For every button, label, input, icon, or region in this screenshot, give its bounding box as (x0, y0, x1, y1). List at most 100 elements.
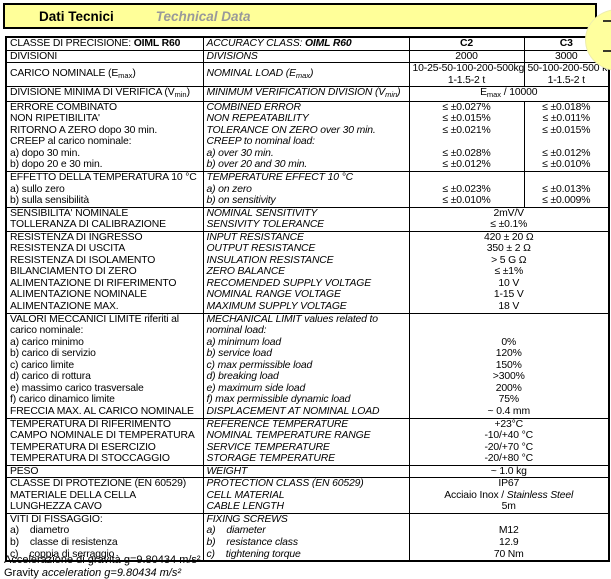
spec-value-span: -20/+80 °C (484, 453, 534, 465)
table-row: a) carico minimo a) minimum load 0% (6, 336, 609, 349)
spec-label-english: SERVICE TEMPERATURE (203, 441, 410, 454)
spec-value-c3: ≤ ±0.013% (542, 183, 591, 195)
spec-label-italian: BILANCIAMENTO DI ZERO (6, 266, 204, 278)
spec-value-c2 (409, 171, 525, 184)
table-row: MATERIALE DELLA CELLA CELL MATERIAL Acciai… (6, 489, 609, 502)
spec-label-italian: PESO (6, 464, 204, 478)
spec-label-italian: a) sullo zero (6, 183, 204, 196)
spec-label-english: f) max permissible dynamic load (203, 394, 410, 406)
table-row: PESO WEIGHT ~ 1.0 kg (6, 464, 609, 478)
spec-value-c3: ≤ ±0.018% (524, 100, 609, 114)
spec-label-italian: RESISTENZA DI ISOLAMENTO (6, 254, 204, 267)
spec-label-italian: TEMPERATURA DI RIFERIMENTO (6, 417, 204, 431)
callout-mark-top (603, 20, 611, 22)
table-row: SENSIBILITA' NOMINALE NOMINAL SENSITIVITY… (6, 206, 609, 220)
spec-label-english: NOMINAL SENSITIVITY (203, 206, 410, 220)
table-row: ERRORE COMBINATO COMBINED ERROR ≤ ±0.027% ≤… (6, 100, 609, 114)
spec-label-english: NOMINAL TEMPERATURE RANGE (203, 430, 410, 442)
spec-value-span: Acciaio Inox / Stainless Steel (444, 489, 574, 501)
spec-label-italian: VALORI MECCANICI LIMITE riferiti al (6, 312, 204, 326)
spec-value-c3: ≤ ±0.009% (542, 195, 591, 207)
spec-value-c2: ≤ ±0.023% (409, 183, 525, 196)
spec-label-english: NON REPEATABILITY (203, 113, 410, 125)
spec-value-c3: 50-100-200-500 kg 1-1.5-2 t (524, 62, 609, 87)
table-row: DIVISIONE MINIMA DI VERIFICA (Vmin) MINIM… (6, 86, 609, 102)
spec-label-english: RECOMENDED SUPPLY VOLTAGE (203, 277, 410, 290)
spec-value-span: > 5 G Ω (491, 254, 527, 266)
spec-value-c3: ≤ ±0.011% (542, 113, 591, 125)
table-row: TEMPERATURA DI RIFERIMENTO REFERENCE TEMP… (6, 417, 609, 431)
spec-value-c2: ≤ ±0.010% (409, 195, 525, 208)
spec-value-c2: 2000 (409, 49, 525, 63)
table-row: c) carico limite c) max permissible load 1… (6, 359, 609, 372)
title-banner: Dati Tecnici Technical Data (3, 3, 597, 29)
spec-label-italian: VITI DI FISSAGGIO: (6, 512, 204, 526)
accuracy-class-cell-en: ACCURACY CLASS: OIML R60 (203, 37, 410, 51)
spec-label-english: WEIGHT (203, 464, 410, 478)
spec-value-c3: ≤ ±0.010% (542, 159, 591, 171)
spec-value-span: ~ 0.4 mm (487, 405, 531, 417)
spec-label-italian: a) carico minimo (6, 336, 204, 349)
spec-label-italian: c) coppia di serraggio (6, 548, 204, 562)
spec-label-italian: b) carico di servizio (6, 348, 204, 360)
spec-value-span: 12.9 (498, 536, 519, 548)
spec-label-italian: MATERIALE DELLA CELLA (6, 489, 204, 502)
spec-label-english: ZERO BALANCE (203, 266, 410, 278)
spec-value-span: 420 ± 20 Ω (409, 230, 609, 244)
table-row: BILANCIAMENTO DI ZERO ZERO BALANCE ≤ ±1% (6, 266, 609, 278)
spec-label-english: TEMPERATURE EFFECT 10 °C (203, 171, 410, 184)
spec-value-c2: ≤ ±0.028% (409, 147, 525, 160)
table-row: ALIMENTAZIONE NOMINALE NOMINAL RANGE VOLT… (6, 289, 609, 302)
spec-label-english: b) over 20 and 30 min. (203, 159, 410, 172)
spec-label-italian: f) carico dinamico limite (6, 394, 204, 406)
table-row: FRECCIA MAX. AL CARICO NOMINALE DISPLACEM… (6, 405, 609, 418)
spec-value-span: Emax / 10000 (409, 86, 609, 102)
spec-label-italian: ALIMENTAZIONE NOMINALE (6, 289, 204, 302)
spec-value-c3: ≤ ±0.012% (542, 147, 591, 159)
table-row: RESISTENZA DI ISOLAMENTO INSULATION RESIS… (6, 254, 609, 267)
spec-value-span: 10 V (498, 277, 520, 289)
table-row: VALORI MECCANICI LIMITE riferiti al MECHA… (6, 312, 609, 326)
column-header-c2: C2 (409, 37, 525, 51)
spec-value-c3 (524, 136, 609, 148)
spec-label-italian: CAMPO NOMINALE DI TEMPERATURA (6, 430, 204, 442)
table-row: b) classe di resistenza b) resistance cla… (6, 536, 609, 549)
spec-label-english: nominal load: (203, 325, 410, 337)
spec-label-italian: ALIMENTAZIONE DI RIFERIMENTO (6, 277, 204, 290)
spec-label-italian: ERRORE COMBINATO (6, 100, 204, 114)
table-row: RITORNO A ZERO dopo 30 min. TOLERANCE ON … (6, 124, 609, 137)
spec-value-span: 75% (498, 394, 520, 406)
spec-label-italian: c) carico limite (6, 359, 204, 372)
spec-value-span: 70 Nm (493, 548, 524, 560)
table-row: b) dopo 20 e 30 min. b) over 20 and 30 mi… (6, 159, 609, 172)
spec-value-span: >300% (492, 371, 525, 383)
page-title-italian: Dati Tecnici (39, 8, 114, 24)
table-row: ALIMENTAZIONE MAX. MAXIMUM SUPPLY VOLTAGE… (6, 301, 609, 314)
table-row: TEMPERATURA DI STOCCAGGIO STORAGE TEMPERA… (6, 453, 609, 466)
spec-value-span: ~ 1.0 kg (409, 464, 609, 478)
table-row: NON RIPETIBILITA' NON REPEATABILITY ≤ ±0.0… (6, 113, 609, 125)
spec-label-italian: RESISTENZA DI INGRESSO (6, 230, 204, 244)
table-row: b) sulla sensibilità b) on sensitivity ≤ ±… (6, 195, 609, 208)
table-row: a) diametro a) diameter M12 (6, 525, 609, 537)
callout-mark-bottom (603, 50, 611, 52)
spec-label-italian: b) classe di resistenza (6, 536, 204, 549)
spec-value-span: -20/+70 °C (484, 441, 534, 453)
spec-value-c3: ≤ ±0.015% (542, 124, 591, 136)
spec-label-english: REFERENCE TEMPERATURE (203, 417, 410, 431)
spec-label-english: MECHANICAL LIMIT values related to (203, 312, 410, 326)
spec-label-english: CREEP to nominal load: (203, 136, 410, 148)
technical-data-table: CLASSE DI PRECISIONE: OIML R60 ACCURACY … (5, 36, 610, 563)
spec-label-italian: TEMPERATURA DI ESERCIZIO (6, 441, 204, 454)
spec-label-italian: a) diametro (6, 525, 204, 537)
table-row: RESISTENZA DI USCITA OUTPUT RESISTANCE 350… (6, 243, 609, 255)
spec-value-c3 (524, 171, 609, 184)
spec-label-italian: DIVISIONE MINIMA DI VERIFICA (Vmin) (6, 86, 204, 102)
spec-label-english: INSULATION RESISTANCE (203, 254, 410, 267)
spec-label-italian: ALIMENTAZIONE MAX. (6, 301, 204, 314)
spec-label-english: b) service load (203, 348, 410, 360)
table-row: CLASSE DI PROTEZIONE (EN 60529) PROTECTIO… (6, 477, 609, 490)
spec-label-italian: a) dopo 30 min. (6, 147, 204, 160)
spec-value-c2: ≤ ±0.015% (409, 113, 525, 125)
spec-value-c2: 10-25-50-100-200-500kg 1-1.5-2 t (409, 62, 525, 87)
